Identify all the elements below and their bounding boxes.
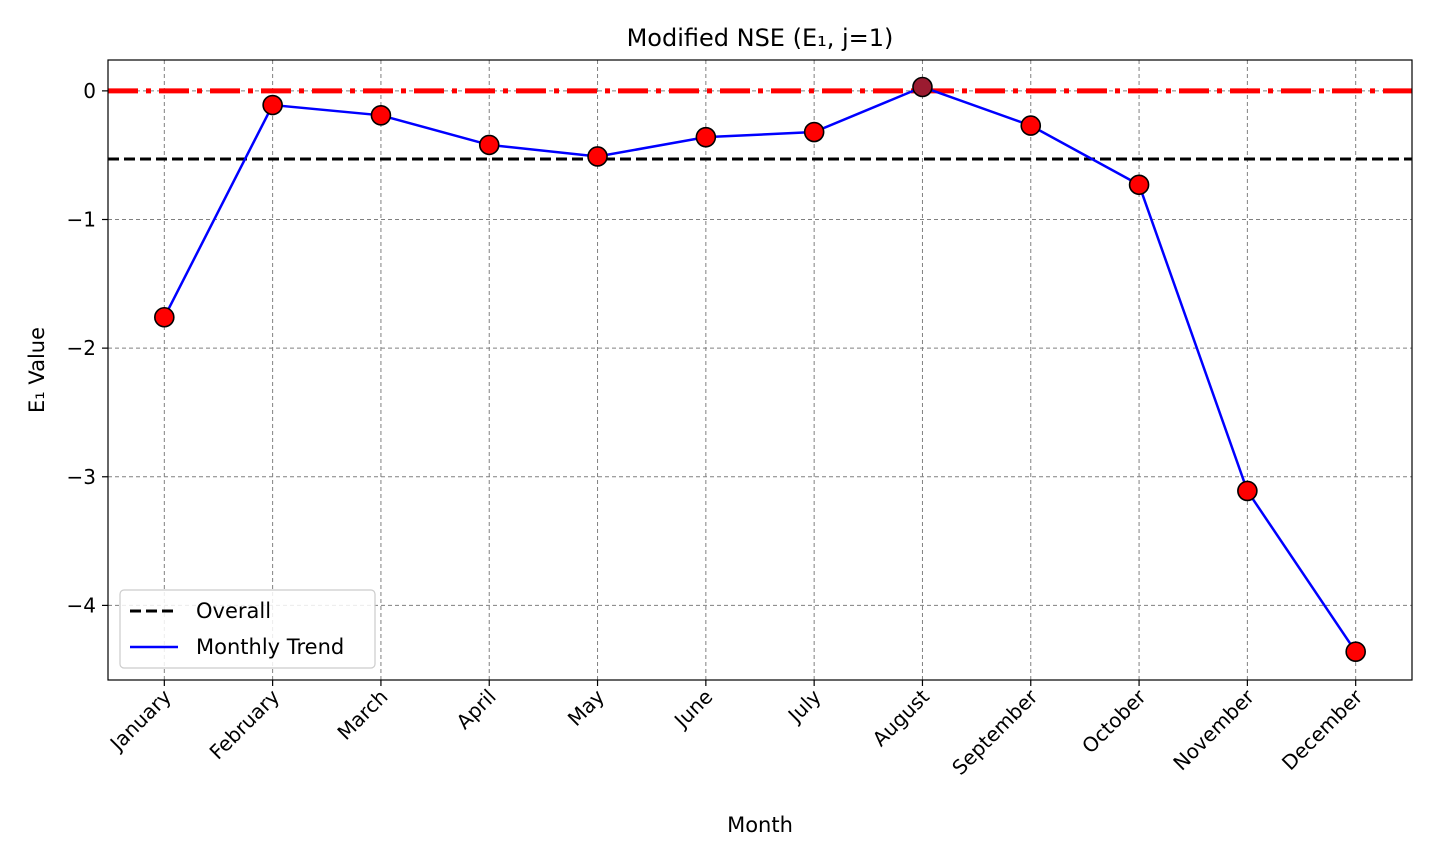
y-tick-label: −2 — [67, 336, 96, 360]
data-point-september — [1020, 115, 1042, 136]
data-point-april — [478, 134, 500, 156]
y-tick-label: −4 — [67, 593, 96, 617]
series-monthly-trend — [154, 76, 1366, 663]
chart-title: Modified NSE (E₁, j=1) — [627, 24, 894, 52]
y-tick-label: −3 — [67, 465, 96, 489]
data-point-november — [1237, 480, 1258, 502]
y-tick-label: 0 — [83, 79, 96, 103]
data-point-august — [912, 76, 933, 98]
series-line — [163, 85, 1357, 653]
legend-label: Overall — [196, 599, 271, 623]
data-point-june — [695, 126, 717, 148]
data-point-july — [803, 121, 825, 143]
data-point-october — [1128, 174, 1150, 196]
legend: Overall Monthly Trend — [119, 589, 376, 669]
data-point-march — [370, 105, 392, 126]
legend-box — [119, 589, 376, 669]
y-axis-title: E₁ Value — [25, 327, 49, 413]
data-point-december — [1345, 641, 1366, 663]
data-point-january — [154, 306, 175, 328]
reference-lines — [108, 88, 1412, 161]
data-point-may — [587, 146, 608, 167]
x-axis-title: Month — [727, 813, 793, 837]
y-axis-ticks: 0 −1 −2 −3 −4 — [67, 79, 108, 617]
data-point-february — [262, 94, 283, 116]
y-tick-label: −1 — [67, 208, 96, 232]
grid — [108, 60, 1412, 680]
legend-label: Monthly Trend — [196, 635, 344, 659]
plot-area-frame — [107, 59, 1413, 681]
